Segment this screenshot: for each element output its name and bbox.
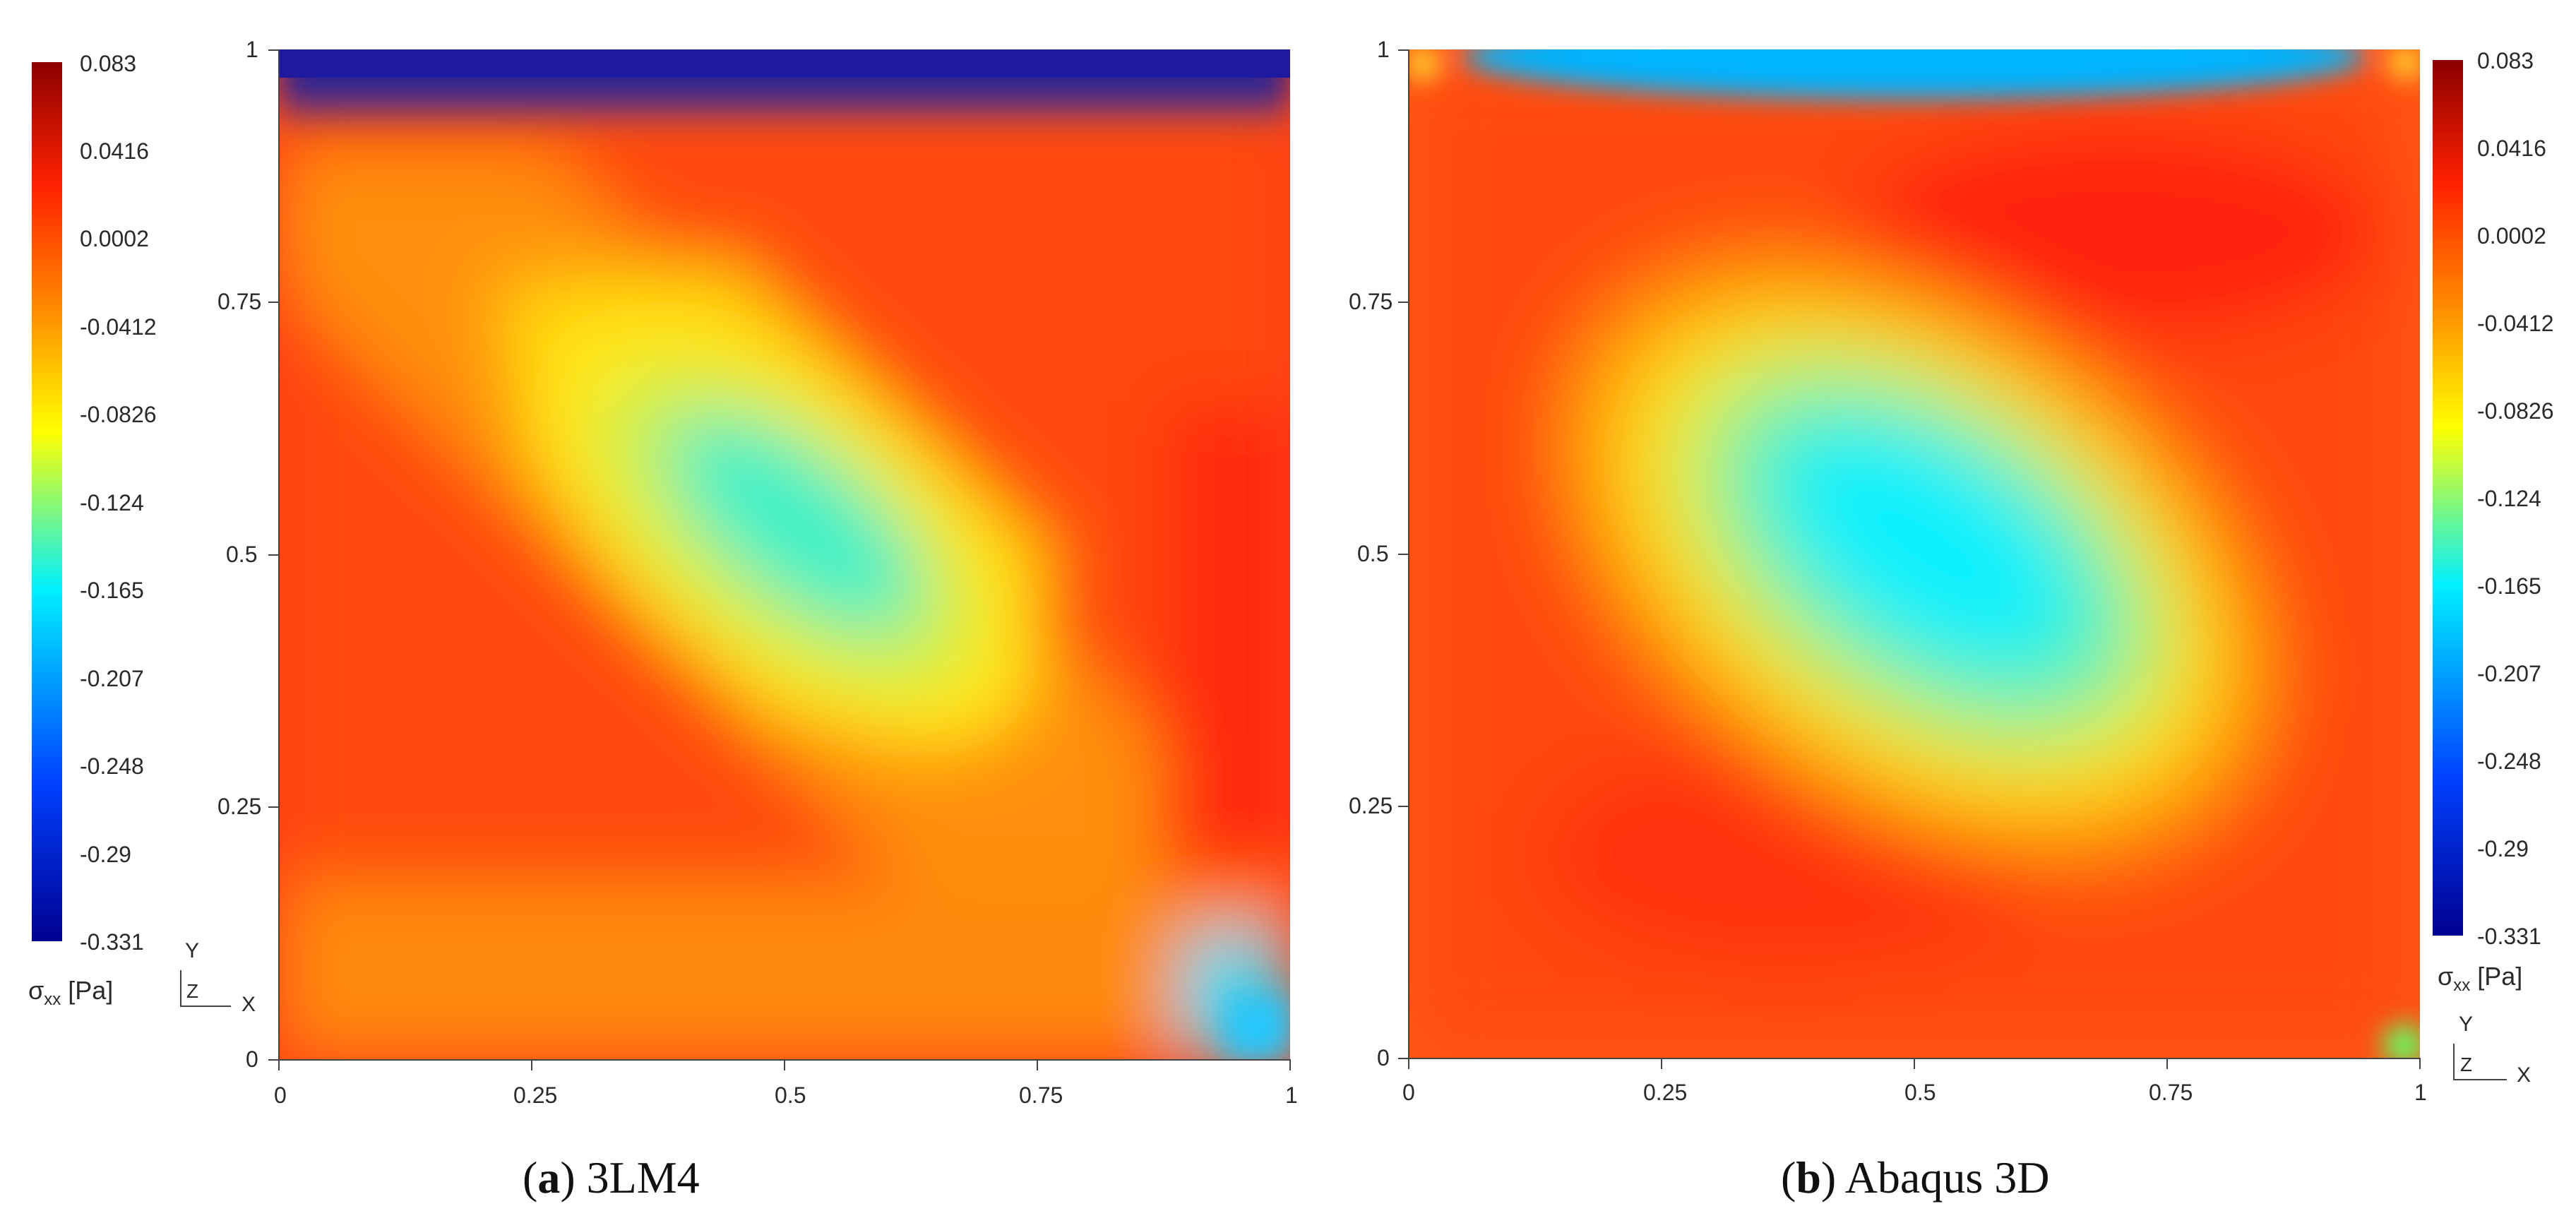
colorbar-tick: -0.0826 bbox=[80, 402, 157, 427]
y-axis-line bbox=[278, 49, 280, 1061]
colorbar-tick: -0.207 bbox=[80, 666, 144, 691]
colorbar-tick: 0.0416 bbox=[80, 138, 149, 164]
colorbar-tick: 0.083 bbox=[80, 51, 137, 76]
y-axis-line bbox=[1408, 49, 1409, 1059]
y-tick-label: 0.5 bbox=[1357, 541, 1389, 566]
colorbar-tick: -0.165 bbox=[80, 578, 144, 603]
colorbar-tick: -0.331 bbox=[80, 929, 144, 955]
contour-plot-abaqus-3d bbox=[1409, 49, 2420, 1058]
axis-triad-b: Y Z X bbox=[2449, 1014, 2555, 1106]
y-tick-label: 0.75 bbox=[217, 289, 262, 314]
x-tick-label: 0 bbox=[1402, 1080, 1415, 1105]
x-tick-label: 1 bbox=[2414, 1080, 2427, 1105]
y-tick-label: 1 bbox=[246, 37, 258, 62]
caption-b: (b) Abaqus 3D bbox=[1781, 1152, 2050, 1203]
x-tick-label: 0.75 bbox=[1019, 1082, 1063, 1108]
colorbar-right bbox=[2433, 60, 2463, 936]
x-tick-label: 0.25 bbox=[1643, 1080, 1688, 1105]
x-tick-label: 0.5 bbox=[775, 1082, 806, 1108]
axis-triad-a: Y Z X bbox=[177, 941, 268, 1032]
colorbar-tick: -0.0412 bbox=[2477, 311, 2554, 336]
colorbar-tick: -0.0412 bbox=[80, 314, 157, 340]
x-axis-line bbox=[1408, 1058, 2421, 1059]
y-tick-label: 0.25 bbox=[1349, 793, 1393, 818]
colorbar-tick: 0.0002 bbox=[80, 226, 149, 251]
colorbar-tick: -0.124 bbox=[80, 490, 144, 515]
x-tick-label: 0.5 bbox=[1904, 1080, 1936, 1105]
colorbar-right-title: σxx [Pa] bbox=[2438, 962, 2523, 996]
colorbar-tick: -0.29 bbox=[80, 842, 131, 867]
x-tick-label: 0.75 bbox=[2149, 1080, 2193, 1105]
colorbar-tick: -0.331 bbox=[2477, 924, 2541, 949]
colorbar-tick: -0.207 bbox=[2477, 661, 2541, 686]
colorbar-tick: -0.165 bbox=[2477, 573, 2541, 599]
caption-a: (a) 3LM4 bbox=[523, 1152, 700, 1203]
colorbar-tick: -0.0826 bbox=[2477, 398, 2554, 424]
colorbar-tick: -0.248 bbox=[2477, 748, 2541, 774]
y-tick-label: 0.75 bbox=[1349, 289, 1393, 314]
colorbar-tick: -0.124 bbox=[2477, 486, 2541, 511]
x-tick-label: 1 bbox=[1285, 1082, 1298, 1108]
y-tick-label: 0 bbox=[1377, 1045, 1390, 1070]
y-tick-label: 0.5 bbox=[226, 542, 258, 567]
contour-plot-3lm4 bbox=[279, 49, 1290, 1059]
y-tick-label: 0 bbox=[246, 1046, 258, 1072]
colorbar-tick: 0.0416 bbox=[2477, 136, 2546, 161]
colorbar-tick: -0.248 bbox=[80, 753, 144, 779]
x-tick-label: 0.25 bbox=[513, 1082, 558, 1108]
y-tick-label: 1 bbox=[1377, 37, 1390, 62]
colorbar-left bbox=[32, 62, 62, 941]
y-tick-label: 0.25 bbox=[217, 794, 262, 819]
colorbar-tick: 0.0002 bbox=[2477, 223, 2546, 249]
x-tick-label: 0 bbox=[274, 1082, 287, 1108]
colorbar-tick: -0.29 bbox=[2477, 836, 2529, 861]
x-axis-line bbox=[278, 1059, 1291, 1061]
colorbar-tick: 0.083 bbox=[2477, 48, 2534, 73]
colorbar-left-title: σxx [Pa] bbox=[28, 976, 114, 1010]
